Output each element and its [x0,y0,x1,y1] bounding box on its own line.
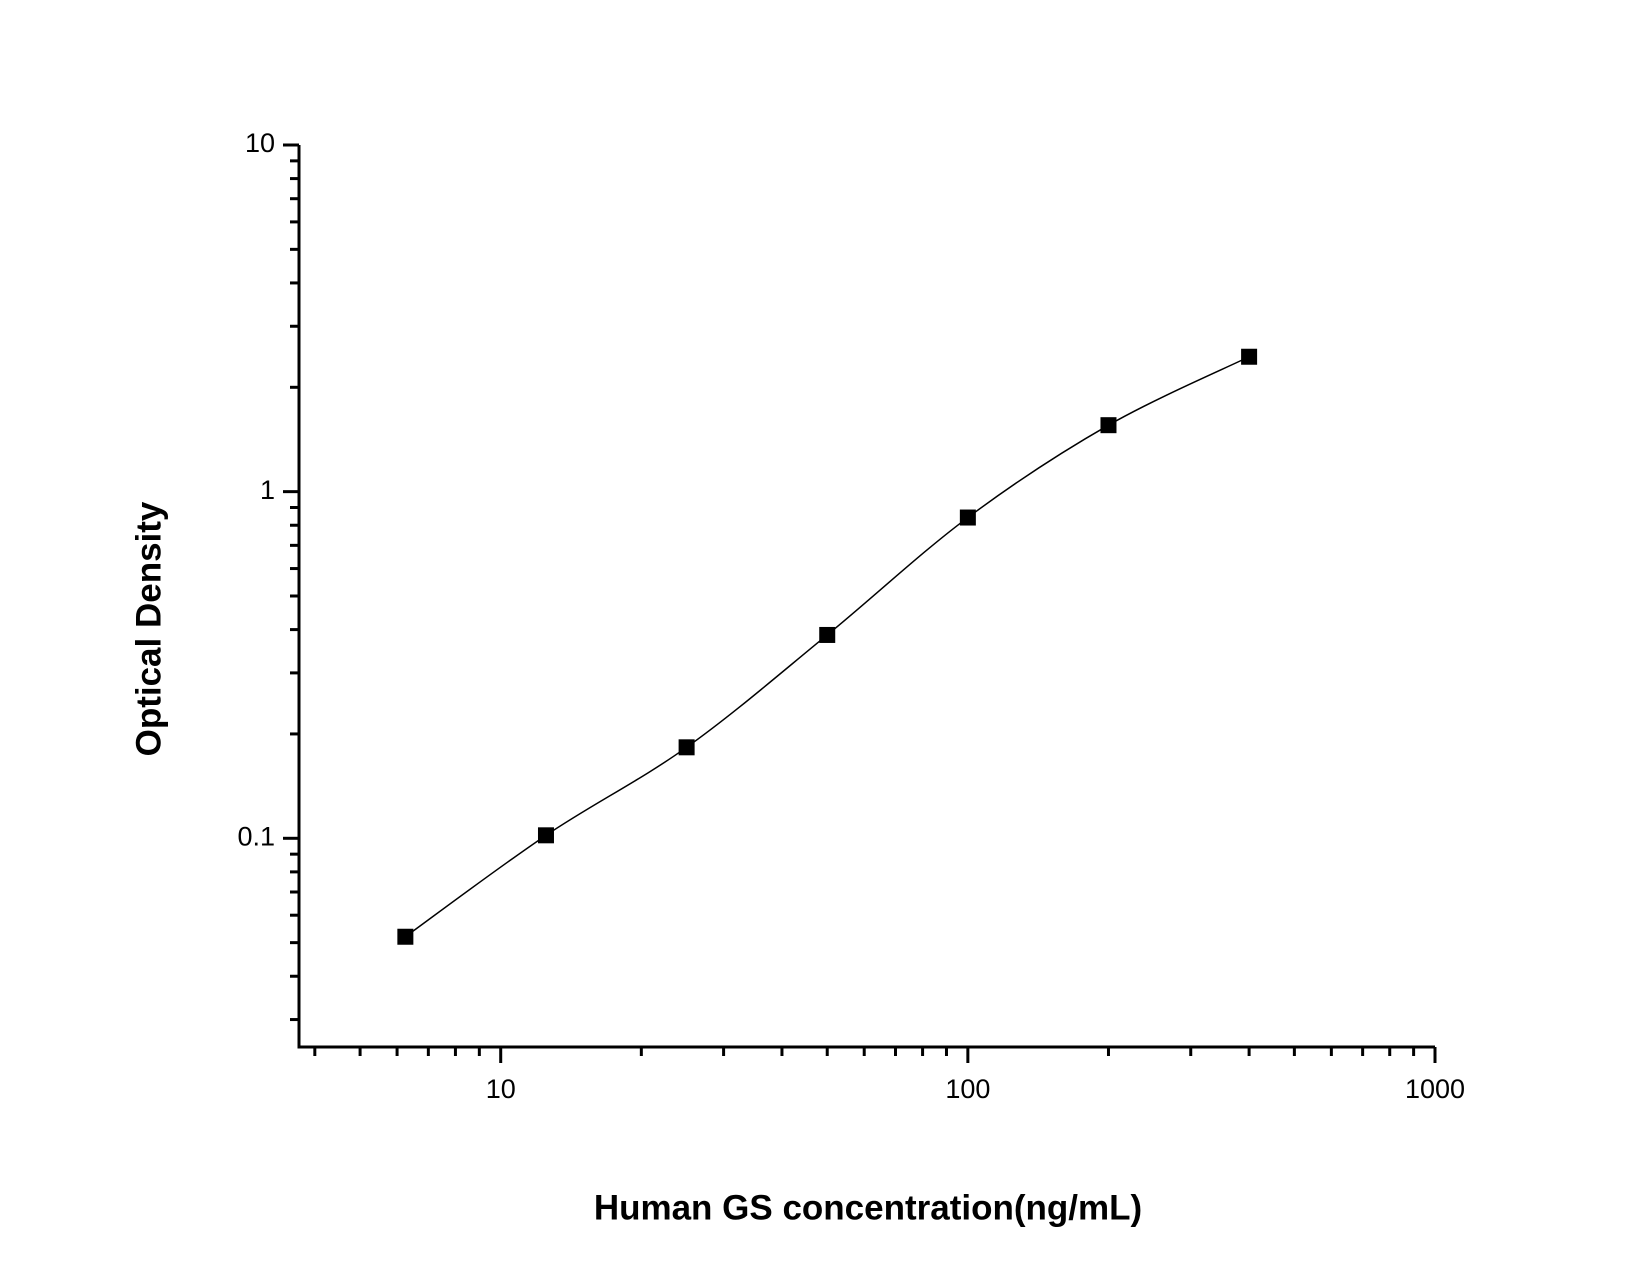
y-tick-label: 0.1 [237,821,275,851]
x-axis-title: Human GS concentration(ng/mL) [594,1188,1142,1227]
x-tick-label: 1000 [1405,1074,1465,1104]
data-point [1241,348,1258,365]
x-tick-label: 100 [945,1074,990,1104]
data-point [397,928,414,945]
data-point [959,509,976,526]
y-axis-title: Optical Density [129,501,168,756]
data-point [1100,417,1117,434]
data-point [537,827,554,844]
y-tick-label: 10 [245,128,275,158]
x-tick-label: 10 [486,1074,516,1104]
y-tick-label: 1 [260,475,275,505]
data-point [678,739,695,756]
data-point [819,626,836,643]
